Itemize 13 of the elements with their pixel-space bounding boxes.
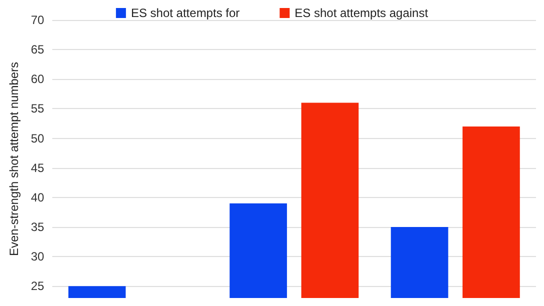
y-tick-label: 65 xyxy=(30,42,45,57)
y-tick-label: 50 xyxy=(30,131,45,146)
y-axis-title: Even-strength shot attempt numbers xyxy=(7,62,21,256)
y-tick-label: 55 xyxy=(30,102,45,116)
y-tick-label: 60 xyxy=(30,72,45,86)
y-tick-label: 30 xyxy=(30,250,45,264)
legend-label: ES shot attempts for xyxy=(130,6,240,20)
y-tick-label: 25 xyxy=(30,279,45,294)
y-tick-label: 45 xyxy=(30,160,45,175)
y-tick-label: 40 xyxy=(30,190,45,204)
y-tick-label: 70 xyxy=(30,13,45,27)
y-tick-label: 35 xyxy=(30,220,45,234)
legend-label: ES shot attempts against xyxy=(294,6,429,20)
